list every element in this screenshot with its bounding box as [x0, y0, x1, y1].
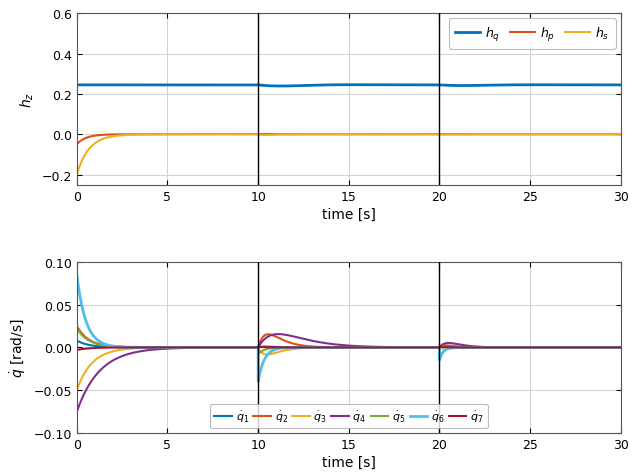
- Legend: $h_q$, $h_p$, $h_s$: $h_q$, $h_p$, $h_s$: [449, 19, 616, 50]
- Y-axis label: $\dot{q}$ [rad/s]: $\dot{q}$ [rad/s]: [8, 318, 28, 377]
- X-axis label: time [s]: time [s]: [322, 207, 376, 221]
- X-axis label: time [s]: time [s]: [322, 455, 376, 469]
- Y-axis label: $h_z$: $h_z$: [19, 92, 36, 108]
- Legend: $\dot{q}_1$, $\dot{q}_2$, $\dot{q}_3$, $\dot{q}_4$, $\dot{q}_5$, $\dot{q}_6$, $\: $\dot{q}_1$, $\dot{q}_2$, $\dot{q}_3$, $…: [210, 404, 488, 428]
